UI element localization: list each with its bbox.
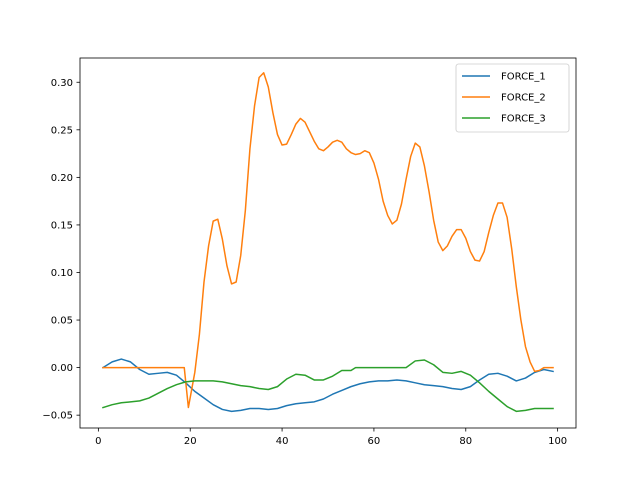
x-tick-label: 60	[368, 436, 381, 447]
series-layer	[101, 71, 554, 413]
legend-label-force-1: FORCE_1	[501, 72, 546, 83]
legend: FORCE_1 FORCE_2 FORCE_3	[455, 63, 570, 133]
y-tick-label: 0.30	[51, 78, 73, 89]
x-tick-label: 20	[184, 436, 197, 447]
y-tick-label: 0.00	[51, 363, 73, 374]
y-axis: −0.05 0.00 0.05 0.10 0.15 0.20 0.25 0.30	[42, 78, 80, 422]
x-tick-label: 40	[276, 436, 289, 447]
x-axis: 0 20 40 60 80 100	[95, 428, 567, 447]
x-tick-label: 80	[459, 436, 472, 447]
x-tick-label: 100	[548, 436, 567, 447]
series-line-force-3	[102, 359, 554, 413]
y-tick-label: 0.20	[51, 173, 73, 184]
y-tick-label: 0.25	[51, 125, 73, 136]
y-tick-label: 0.10	[51, 268, 73, 279]
y-tick-label: −0.05	[42, 411, 73, 422]
legend-box	[455, 63, 570, 133]
plot-frame	[79, 57, 577, 429]
x-tick-label: 0	[95, 436, 101, 447]
legend-label-force-3: FORCE_3	[501, 114, 546, 125]
series-line-force-2	[102, 71, 554, 409]
y-tick-label: 0.15	[51, 220, 73, 231]
legend-label-force-2: FORCE_2	[501, 93, 546, 104]
y-tick-label: 0.05	[51, 316, 73, 327]
